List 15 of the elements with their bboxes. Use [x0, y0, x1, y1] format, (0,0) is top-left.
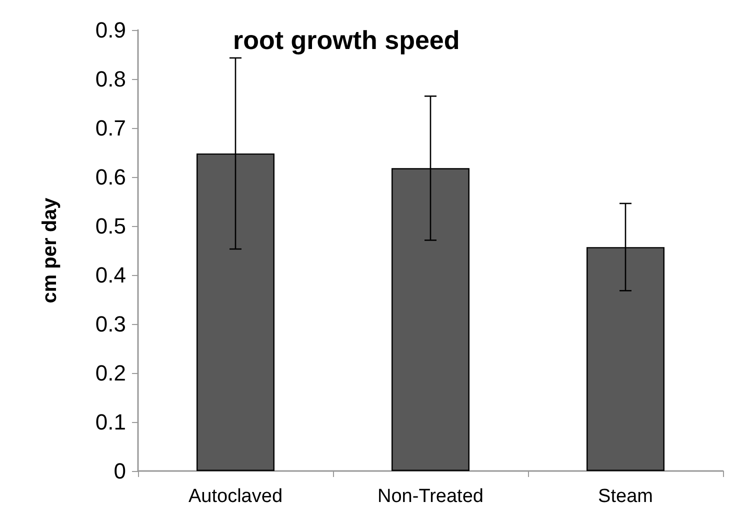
y-tick-label: 0.4: [95, 262, 126, 288]
y-tick-label: 0: [114, 458, 126, 484]
y-tick-label: 0.8: [95, 66, 126, 92]
y-tick-label: 0.3: [95, 312, 126, 336]
x-tick-label: Autoclaved: [188, 486, 283, 507]
y-tick-label: 0.7: [95, 116, 126, 140]
y-tick-label: 0.9: [95, 18, 126, 42]
y-tick-label: 0.5: [95, 214, 126, 238]
y-tick-label: 0.6: [95, 164, 126, 190]
x-tick-label: Non-Treated: [378, 486, 484, 507]
chart-title: root growth speed: [233, 25, 460, 55]
y-axis-title: cm per day: [39, 196, 61, 304]
y-tick-label: 0.1: [95, 410, 126, 434]
x-tick-label: Steam: [598, 486, 653, 507]
y-tick-label: 0.2: [95, 360, 126, 386]
